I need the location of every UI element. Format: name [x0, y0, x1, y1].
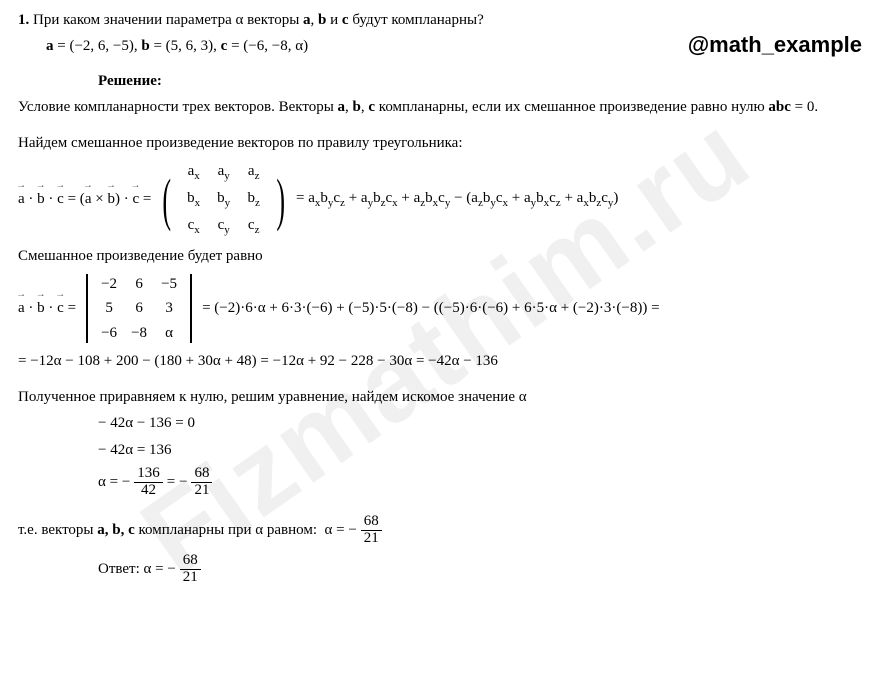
- eq3: α = − 136 42 = − 68 21: [18, 466, 874, 499]
- determinant: −2 5 −6 6 6 −8 −5 3 α: [82, 274, 196, 343]
- det-cell: 3: [156, 298, 182, 318]
- det-cell: 6: [126, 274, 152, 294]
- frac-num: 68: [180, 553, 201, 570]
- det-cell: −2: [96, 274, 122, 294]
- det-lhs: a · b · c =: [18, 298, 76, 318]
- frac-den: 21: [180, 570, 201, 586]
- eq2: − 42α = 136: [18, 440, 874, 460]
- det-cell: 5: [96, 298, 122, 318]
- det-expand: = (−2)·6·α + 6·3·(−6) + (−5)·5·(−8) − ((…: [202, 298, 659, 318]
- eq3-frac1: 136 42: [134, 466, 163, 499]
- frac-den: 42: [138, 483, 159, 499]
- frac-num: 68: [361, 514, 382, 531]
- det-cell: 6: [126, 298, 152, 318]
- determinant-row: a · b · c = −2 5 −6 6 6 −8 −5 3 α = (−2)…: [18, 274, 874, 343]
- answer-line: Ответ: α = − 68 21: [18, 553, 874, 586]
- expansion-generic: = axbycz + aybzcx + azbxcy − (azbycx + a…: [296, 188, 618, 211]
- det-cell: α: [156, 323, 182, 343]
- det-cell: −8: [126, 323, 152, 343]
- document-body: 1. При каком значении параметра α вектор…: [18, 10, 874, 585]
- eq1: − 42α − 136 = 0: [18, 413, 874, 433]
- simplify-line: = −12α − 108 + 200 − (180 + 30α + 48) = …: [18, 351, 874, 371]
- eq3-prefix: α = −: [98, 472, 130, 492]
- problem-number: 1.: [18, 12, 29, 28]
- solution-label: Решение:: [18, 71, 874, 91]
- det-cell: −5: [156, 274, 182, 294]
- frac-num: 68: [191, 466, 212, 483]
- answer-prefix: Ответ: α = −: [98, 559, 176, 579]
- det-cell: −6: [96, 323, 122, 343]
- solution-intro: Условие компланарности трех векторов. Ве…: [18, 97, 874, 117]
- mixed-line: Смешанное произведение будет равно: [18, 246, 874, 266]
- problem-question: При каком значении параметра α векторы a…: [33, 12, 484, 28]
- formula-lhs: a · b · c = (a × b) · c =: [18, 189, 151, 209]
- frac-den: 21: [361, 531, 382, 547]
- generic-matrix: ( ax bx cx ay by cy az bz cz ): [157, 161, 290, 238]
- vectors-given: a = (−2, 6, −5), b = (5, 6, 3), c = (−6,…: [18, 36, 874, 56]
- equate-line: Полученное приравняем к нулю, решим урав…: [18, 387, 874, 407]
- conclusion-line: т.е. векторы a, b, c компланарны при α р…: [18, 514, 874, 547]
- problem-line: 1. При каком значении параметра α вектор…: [18, 10, 874, 30]
- answer-frac: 68 21: [180, 553, 201, 586]
- eq3-frac2: 68 21: [191, 466, 212, 499]
- rule-line: Найдем смешанное произведение векторов п…: [18, 133, 874, 153]
- frac-num: 136: [134, 466, 163, 483]
- generic-formula-row: a · b · c = (a × b) · c = ( ax bx cx ay …: [18, 161, 874, 238]
- conclusion-frac: 68 21: [361, 514, 382, 547]
- frac-den: 21: [191, 483, 212, 499]
- eq3-mid: = −: [167, 472, 188, 492]
- conclusion-text: т.е. векторы a, b, c компланарны при α р…: [18, 520, 357, 540]
